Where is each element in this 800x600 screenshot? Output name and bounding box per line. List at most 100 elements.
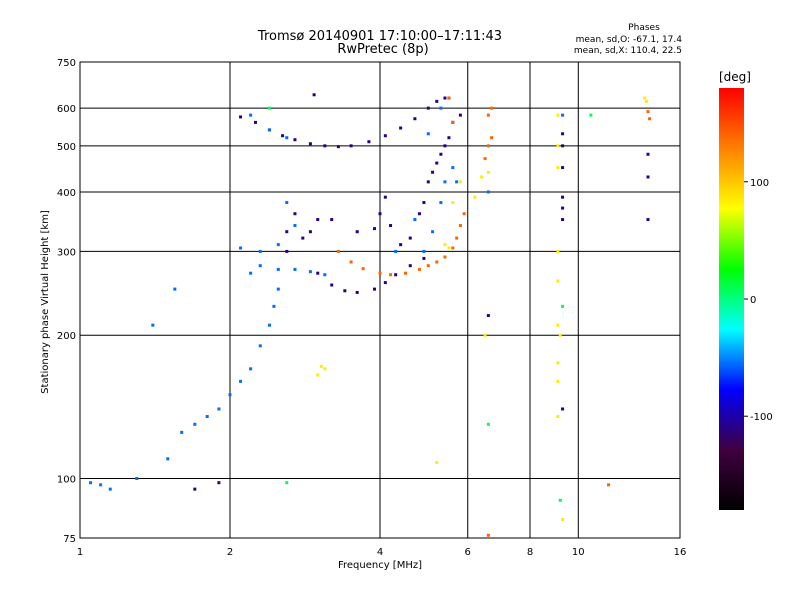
- data-point: [403, 271, 407, 275]
- x-tick-label: 8: [527, 547, 533, 558]
- data-point: [383, 134, 387, 138]
- data-point: [483, 157, 487, 161]
- colorbar-gradient: [719, 88, 744, 510]
- data-point: [646, 175, 650, 179]
- data-point: [281, 134, 285, 138]
- data-point: [455, 180, 459, 184]
- plot-frame: [79, 61, 681, 539]
- data-point: [267, 323, 271, 327]
- data-point: [285, 230, 289, 234]
- phases-o-stats: mean, sd,O: -67.1, 17.4: [576, 35, 683, 45]
- y-tick-label: 100: [57, 475, 76, 486]
- data-point: [193, 422, 197, 426]
- data-point: [417, 267, 421, 271]
- data-point: [447, 96, 451, 100]
- data-point: [561, 518, 565, 522]
- data-point: [135, 477, 139, 481]
- data-point: [378, 271, 382, 275]
- data-point: [285, 249, 289, 253]
- data-point: [249, 271, 253, 275]
- data-point: [249, 367, 253, 371]
- data-point: [361, 267, 365, 271]
- data-point: [486, 533, 490, 537]
- data-point: [643, 96, 647, 100]
- data-point: [451, 246, 455, 250]
- data-point: [193, 487, 197, 491]
- data-point: [367, 140, 371, 144]
- chart-title: Tromsø 20140901 17:10:00–17:11:43: [257, 29, 502, 44]
- data-point: [205, 414, 209, 418]
- data-point: [486, 190, 490, 194]
- data-point: [323, 273, 327, 277]
- data-point: [323, 144, 327, 148]
- data-point: [490, 136, 494, 140]
- data-point: [399, 126, 403, 130]
- data-point: [556, 323, 560, 327]
- data-point: [648, 117, 652, 121]
- data-point: [431, 230, 435, 234]
- data-point: [439, 152, 443, 156]
- data-point: [556, 361, 560, 365]
- colorbar-tick-label: 100: [750, 178, 769, 189]
- data-point: [490, 106, 494, 110]
- data-point: [258, 249, 262, 253]
- data-point: [383, 281, 387, 285]
- y-tick-label: 600: [57, 104, 76, 115]
- x-tick-label: 4: [377, 547, 383, 558]
- y-axis-label: Stationary phase Virtual Height [km]: [40, 210, 51, 394]
- data-point: [239, 115, 243, 119]
- data-point: [561, 407, 565, 411]
- data-point: [293, 138, 297, 142]
- data-point: [435, 161, 439, 165]
- data-point: [316, 218, 320, 222]
- data-point: [267, 128, 271, 132]
- data-point: [443, 96, 447, 100]
- data-point: [561, 144, 565, 148]
- data-point: [458, 224, 462, 228]
- data-point: [253, 120, 257, 124]
- y-tick-label: 750: [57, 58, 76, 69]
- colorbar-label: [deg]: [719, 70, 751, 84]
- data-point: [443, 255, 447, 259]
- data-point: [443, 180, 447, 184]
- y-tick-label: 75: [63, 534, 76, 545]
- data-point: [435, 260, 439, 264]
- data-point: [556, 379, 560, 383]
- y-tick-label: 200: [57, 331, 76, 342]
- data-point: [439, 106, 443, 110]
- data-point: [285, 136, 289, 140]
- data-point: [408, 264, 412, 268]
- data-point: [217, 481, 221, 485]
- phase-colorbar: [deg] 100 0 -100: [719, 70, 773, 510]
- data-point: [349, 260, 353, 264]
- data-point: [276, 243, 280, 247]
- data-point: [316, 373, 320, 377]
- data-point: [486, 314, 490, 318]
- data-point: [408, 236, 412, 240]
- data-point: [373, 287, 377, 291]
- data-point: [308, 142, 312, 146]
- data-point: [556, 279, 560, 283]
- data-point: [426, 106, 430, 110]
- data-point: [373, 227, 377, 231]
- data-point: [378, 212, 382, 216]
- data-point: [349, 144, 353, 148]
- data-point: [258, 344, 262, 348]
- data-point: [272, 304, 276, 308]
- x-tick-label: 6: [465, 547, 471, 558]
- data-point: [308, 230, 312, 234]
- data-point: [480, 175, 484, 179]
- data-point: [451, 201, 455, 205]
- data-point: [561, 113, 565, 117]
- data-point: [422, 201, 426, 205]
- data-point: [646, 152, 650, 156]
- data-point: [486, 144, 490, 148]
- data-point: [589, 113, 593, 117]
- data-point: [336, 145, 340, 149]
- data-point: [422, 256, 426, 260]
- data-point: [556, 414, 560, 418]
- data-point: [217, 407, 221, 411]
- data-point: [646, 110, 650, 114]
- data-point: [355, 230, 359, 234]
